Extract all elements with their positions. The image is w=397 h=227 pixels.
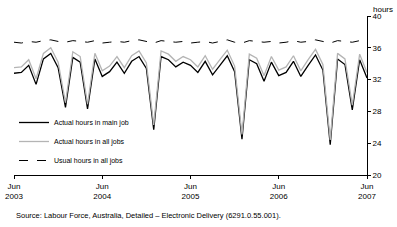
svg-text:28: 28: [373, 107, 382, 116]
svg-text:Jun2003: Jun2003: [5, 182, 23, 201]
svg-text:hours: hours: [373, 5, 393, 14]
svg-text:24: 24: [373, 139, 382, 148]
svg-text:40: 40: [373, 12, 382, 21]
svg-text:Jun2007: Jun2007: [358, 182, 376, 201]
svg-text:36: 36: [373, 44, 382, 53]
svg-text:Jun2004: Jun2004: [93, 182, 111, 201]
svg-text:Actual hours in all jobs: Actual hours in all jobs: [54, 138, 125, 146]
svg-text:Jun2006: Jun2006: [270, 182, 288, 201]
svg-text:Jun2005: Jun2005: [182, 182, 200, 201]
svg-text:Usual hours in all jobs: Usual hours in all jobs: [54, 157, 123, 165]
svg-text:20: 20: [373, 171, 382, 180]
svg-text:Actual hours in main job: Actual hours in main job: [54, 119, 129, 127]
svg-text:32: 32: [373, 75, 382, 84]
svg-text:Source: Labour Force, Australi: Source: Labour Force, Australia, Detaile…: [16, 211, 281, 220]
